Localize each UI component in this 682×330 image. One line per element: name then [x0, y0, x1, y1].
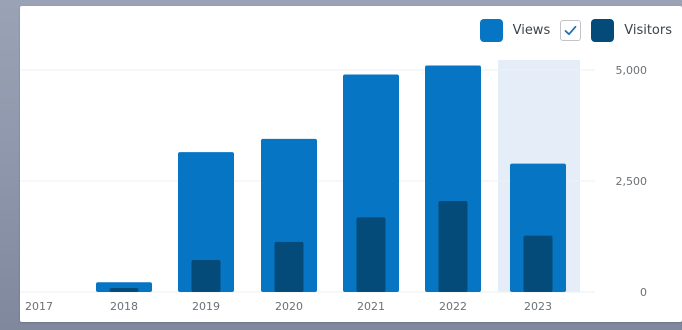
y-tick-label-5000: 5,000 [616, 64, 648, 77]
legend-label-views: Views [512, 23, 551, 38]
bar-views-2019 [178, 152, 234, 292]
x-tick-label-2022: 2022 [439, 300, 467, 313]
stats-card: Views Visitors 2017 2018 2019 2020 2021 2022 2… [20, 6, 682, 322]
legend-item-views[interactable]: Views [479, 19, 551, 42]
legend-item-visitors[interactable]: Visitors [560, 19, 672, 42]
x-tick-label-2017: 2017 [25, 300, 53, 313]
views-swatch-icon [479, 19, 503, 42]
legend-label-visitors: Visitors [624, 23, 672, 38]
bar-visitors-2020 [274, 241, 304, 292]
x-tick-label-2020: 2020 [275, 300, 303, 313]
bar-visitors-2021 [356, 217, 386, 292]
chart-legend: Views Visitors [479, 19, 672, 42]
x-tick-label-2021: 2021 [357, 300, 385, 313]
visitors-swatch-icon [591, 19, 615, 42]
x-tick-label-2023: 2023 [524, 300, 552, 313]
bar-visitors-2022 [438, 200, 468, 292]
bar-visitors-2023 [523, 235, 553, 292]
x-tick-label-2019: 2019 [192, 300, 220, 313]
y-tick-label-0: 0 [640, 286, 647, 299]
y-tick-label-2500: 2,500 [616, 175, 648, 188]
x-tick-label-2018: 2018 [110, 300, 138, 313]
visitors-checkbox[interactable] [560, 20, 582, 41]
checkmark-icon [564, 25, 577, 36]
bar-visitors-2018 [109, 288, 139, 292]
bar-chart: 2017 2018 2019 2020 2021 2022 2023 0 2,500 5,000 [20, 60, 648, 313]
bar-visitors-2019 [191, 260, 221, 292]
